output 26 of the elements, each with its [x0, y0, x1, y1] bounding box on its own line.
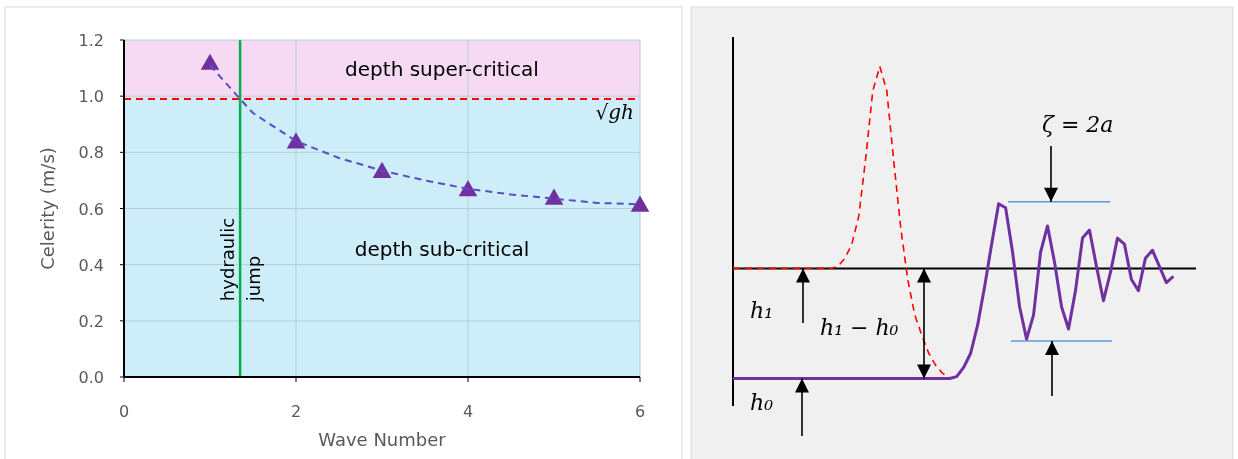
point [458, 180, 478, 197]
x-tick-label: 4 [462, 402, 474, 421]
ref-line-label: √gh [595, 99, 634, 124]
annotation: h₁ [750, 298, 773, 323]
band-label: depth sub-critical [354, 237, 530, 262]
point [200, 53, 220, 70]
x-axis-title: Wave Number [318, 429, 447, 450]
y-tick-label: 0.0 [78, 368, 104, 387]
x-tick-label: 6 [634, 402, 646, 421]
y-tick-label: 1.2 [78, 31, 104, 50]
text: h₀ [750, 390, 774, 415]
annotation: ζ = 2a [1042, 112, 1114, 137]
y-tick-label: 1.0 [78, 87, 104, 107]
point [544, 188, 564, 205]
x-tick-label: 2 [290, 402, 302, 421]
ref-line-label: hydraulic jump [217, 217, 265, 303]
annotation: h₁ − h₀ [820, 315, 899, 340]
x-tick-label: 0 [118, 402, 130, 421]
y-tick-label: 0.6 [78, 199, 104, 219]
y-tick-label: 0.2 [78, 311, 104, 331]
point [372, 161, 392, 178]
y-tick-label: 0.8 [78, 143, 104, 163]
y-axis-title: Celerity (m/s) [37, 147, 58, 270]
y-tick-label: 0.4 [78, 255, 104, 275]
band-label: depth super-critical [345, 57, 539, 82]
point [630, 195, 650, 212]
